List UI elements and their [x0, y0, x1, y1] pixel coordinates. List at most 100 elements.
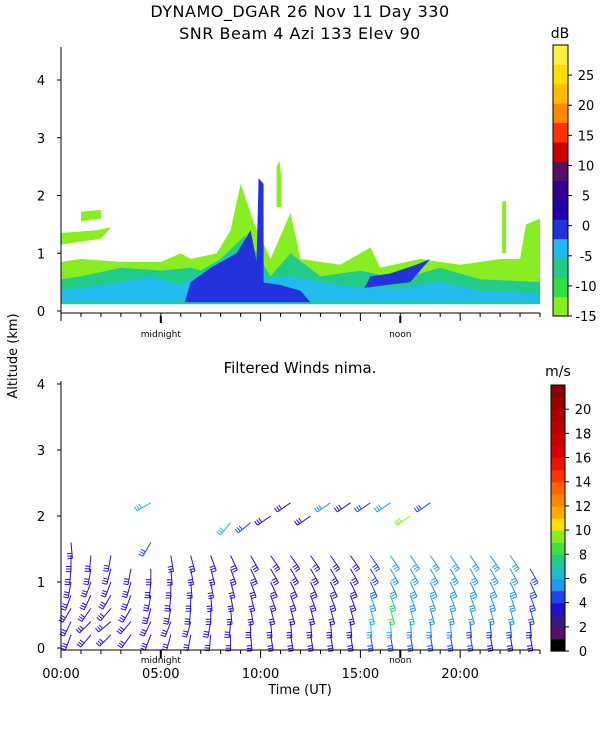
wind-barb-staff — [190, 555, 196, 572]
wind-barb — [163, 608, 172, 625]
wind-barb-flag — [60, 608, 66, 611]
wind-barb-staff — [310, 555, 321, 569]
wind-barb-flag — [250, 594, 256, 597]
wind-barb-staff — [257, 515, 271, 526]
wind-barb — [160, 621, 172, 638]
winds-marker-label-0: midnight — [141, 656, 182, 666]
wind-barb-staff — [290, 595, 297, 611]
wind-barb-flag — [448, 618, 454, 621]
wind-barb-flag — [228, 607, 234, 610]
wind-barb-flag — [487, 647, 493, 650]
wind-barb-staff — [449, 555, 460, 569]
wind-barb-flag — [268, 650, 274, 652]
wind-barb-flag — [268, 618, 274, 621]
wind-barb-flag — [142, 619, 148, 622]
wind-barb-flag — [209, 583, 215, 586]
wind-barb — [328, 608, 336, 626]
wind-barb-flag — [276, 506, 280, 511]
wind-barb-flag — [229, 578, 235, 582]
snr-marker-label-1: noon — [389, 330, 411, 340]
wind-barb-flag — [332, 596, 338, 600]
wind-barb-flag — [120, 608, 126, 611]
wind-barb-flag — [428, 618, 434, 621]
wind-barb — [509, 555, 520, 573]
wind-barb-flag — [208, 597, 214, 600]
wind-barb — [185, 595, 192, 612]
wind-barb-flag — [186, 592, 192, 594]
wind-barb-flag — [352, 596, 358, 600]
wind-barb-flag — [348, 620, 355, 624]
wind-barb-staff — [230, 555, 238, 571]
wind-barb — [84, 555, 92, 572]
wind-barb-flag — [140, 548, 146, 553]
wind-barb-flag — [366, 631, 372, 634]
wind-barb — [270, 555, 281, 573]
figure-title: DYNAMO_DGAR 26 Nov 11 Day 330 — [150, 2, 450, 21]
wind-barb-flag — [469, 591, 475, 595]
wind-barb — [329, 581, 338, 600]
wind-barb-flag — [428, 650, 434, 652]
winds-colorbar-tick-label-4: 12 — [575, 500, 592, 515]
wind-barb — [466, 621, 472, 639]
wind-barb-flag — [76, 643, 82, 648]
snr-colorbar-tick-label-4: 5 — [582, 190, 590, 205]
wind-barb-flag — [162, 629, 168, 633]
wind-barb — [120, 595, 132, 611]
snr-y-tick-label-1: 1 — [37, 247, 45, 262]
winds-y-tick-label-3: 3 — [37, 444, 45, 459]
wind-barb — [167, 555, 174, 573]
wind-barb-flag — [289, 604, 295, 608]
wind-barb-flag — [272, 596, 278, 600]
wind-barb-flag — [248, 605, 254, 608]
wind-barb-flag — [332, 579, 338, 584]
wind-barb — [393, 515, 411, 526]
wind-barb-staff — [429, 581, 438, 597]
wind-barb-flag — [142, 642, 148, 646]
wind-barb-flag — [529, 623, 535, 626]
snr-region-3 — [184, 230, 311, 303]
wind-barb-flag — [427, 647, 433, 650]
wind-barb-flag — [331, 609, 337, 613]
wind-barb — [449, 595, 457, 613]
wind-barb-flag — [353, 566, 359, 570]
wind-barb-flag — [143, 609, 149, 612]
wind-barb-flag — [338, 504, 342, 510]
wind-barb-flag — [167, 584, 173, 586]
wind-barb — [294, 515, 311, 526]
wind-barb-staff — [469, 595, 477, 611]
wind-barb-flag — [489, 607, 495, 610]
wind-barb-flag — [312, 564, 317, 568]
wind-barb-flag — [254, 520, 258, 526]
wind-barb-flag — [202, 636, 208, 638]
wind-barb-flag — [120, 614, 126, 619]
wind-barb-flag — [102, 580, 108, 583]
wind-barb-flag — [269, 623, 275, 626]
wind-barb — [134, 502, 152, 512]
wind-barb-flag — [298, 517, 303, 523]
wind-barb-flag — [308, 650, 314, 652]
wind-barb-staff — [121, 634, 132, 649]
wind-barb-staff — [277, 502, 291, 513]
snr-region-6 — [61, 227, 111, 245]
wind-barb-flag — [467, 618, 474, 621]
wind-barb-flag — [267, 647, 273, 650]
wind-barb-flag — [391, 593, 397, 597]
snr-colorbar-swatch-5 — [553, 199, 568, 220]
wind-barb-flag — [392, 579, 398, 584]
wind-barb-flag — [138, 553, 144, 557]
snr-colorbar-swatch-7 — [553, 161, 568, 182]
winds-colorbar-swatch-18 — [551, 421, 565, 434]
wind-barb-staff — [329, 608, 336, 625]
wind-barb — [406, 621, 413, 639]
wind-barb-flag — [62, 603, 68, 606]
wind-barb-flag — [372, 596, 378, 600]
wind-barb-flag — [349, 623, 355, 626]
wind-barb — [389, 581, 398, 600]
wind-barb-flag — [59, 633, 65, 637]
wind-barb — [349, 595, 357, 613]
wind-barb-flag — [287, 645, 293, 647]
wind-barb-flag — [66, 552, 72, 555]
wind-barb-staff — [106, 568, 112, 585]
snr-region-8 — [276, 160, 282, 208]
wind-barb-flag — [451, 593, 457, 597]
